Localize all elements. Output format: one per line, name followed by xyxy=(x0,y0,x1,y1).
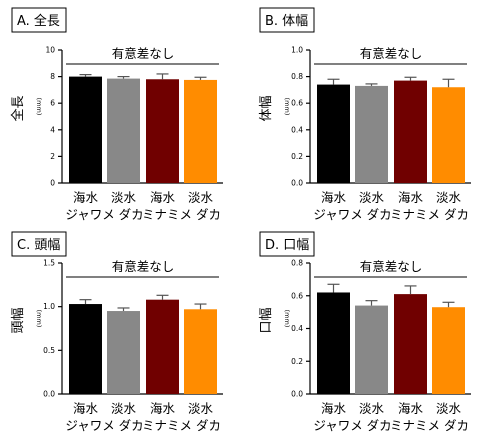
y-axis-title: 口幅 xyxy=(259,307,274,333)
panel-label: C. 頭幅 xyxy=(17,238,60,253)
panel-label-box xyxy=(11,231,67,257)
bar xyxy=(184,309,217,394)
y-tick-label: 0.6 xyxy=(291,291,303,300)
group-label-minami: ミナミメ ダカ xyxy=(390,418,469,433)
y-tick-label: 0.8 xyxy=(291,259,303,268)
y-tick-label: 8 xyxy=(50,72,55,81)
y-tick-label: 0.2 xyxy=(291,152,303,161)
significance-label: 有意差なし xyxy=(360,46,423,61)
x-tick-label: 淡水 xyxy=(111,401,137,416)
y-axis-unit: (mm) xyxy=(35,98,43,116)
x-tick-label: 淡水 xyxy=(436,401,462,416)
y-tick-label: 0.8 xyxy=(291,72,303,81)
y-axis-title: 全長 xyxy=(10,95,26,121)
x-tick-label: 海水 xyxy=(150,190,176,205)
bar xyxy=(146,299,179,394)
group-label-minami: ミナミメ ダカ xyxy=(142,418,221,433)
x-tick-label: 淡水 xyxy=(359,190,385,205)
bar xyxy=(107,78,140,183)
y-tick-label: 0.5 xyxy=(43,346,55,355)
y-tick-label: 0.6 xyxy=(291,99,303,108)
panel-label: A. 全長 xyxy=(17,13,60,29)
x-tick-label: 海水 xyxy=(398,401,424,416)
bar xyxy=(107,311,140,394)
y-tick-label: 2 xyxy=(50,152,55,161)
x-tick-label: 海水 xyxy=(321,190,347,205)
x-tick-label: 海水 xyxy=(398,190,424,205)
bar xyxy=(184,79,217,183)
bar xyxy=(317,84,350,183)
x-tick-label: 海水 xyxy=(73,190,99,205)
group-label-java: ジャワメ ダカ xyxy=(313,207,391,222)
group-label-java: ジャワメ ダカ xyxy=(65,207,143,222)
bar xyxy=(355,85,388,183)
y-tick-label: 0.2 xyxy=(291,357,303,366)
bar xyxy=(394,80,427,183)
group-label-minami: ミナミメ ダカ xyxy=(142,207,221,222)
y-tick-label: 0.4 xyxy=(291,324,303,333)
bar xyxy=(432,307,465,394)
y-tick-label: 0 xyxy=(50,179,55,188)
bar xyxy=(146,79,179,183)
x-tick-label: 淡水 xyxy=(111,190,137,205)
y-tick-label: 1.0 xyxy=(291,46,303,55)
bar xyxy=(355,305,388,394)
significance-label: 有意差なし xyxy=(112,259,175,274)
group-label-java: ジャワメ ダカ xyxy=(65,418,143,433)
panel-label: D. 口幅 xyxy=(265,238,309,253)
x-tick-label: 海水 xyxy=(321,401,347,416)
y-axis-title: 体幅 xyxy=(259,95,274,121)
group-label-java: ジャワメ ダカ xyxy=(313,418,391,433)
y-tick-label: 4 xyxy=(50,125,55,134)
y-tick-label: 1.0 xyxy=(43,302,55,311)
x-tick-label: 淡水 xyxy=(188,401,214,416)
group-label-minami: ミナミメ ダカ xyxy=(390,207,469,222)
y-tick-label: 0.0 xyxy=(43,390,55,399)
panel-label-box xyxy=(11,7,67,33)
y-tick-label: 0.4 xyxy=(291,125,303,134)
y-tick-label: 0.0 xyxy=(291,390,303,399)
x-tick-label: 淡水 xyxy=(436,190,462,205)
y-tick-label: 10 xyxy=(45,46,55,55)
y-tick-label: 1.5 xyxy=(43,259,55,268)
bar xyxy=(394,294,427,394)
x-tick-label: 海水 xyxy=(73,401,99,416)
y-tick-label: 6 xyxy=(50,99,55,108)
panel-label: B. 体幅 xyxy=(265,14,308,29)
y-axis-unit: (mm) xyxy=(283,98,291,116)
bar xyxy=(317,292,350,394)
x-tick-label: 淡水 xyxy=(359,401,385,416)
y-tick-label: 0.0 xyxy=(291,179,303,188)
bar xyxy=(432,87,465,183)
y-axis-unit: (mm) xyxy=(283,310,291,328)
bar xyxy=(69,76,102,183)
x-tick-label: 海水 xyxy=(150,401,176,416)
y-axis-title: 頭幅 xyxy=(11,307,26,333)
significance-label: 有意差なし xyxy=(112,46,175,61)
panel-label-box xyxy=(259,231,315,257)
bar xyxy=(69,304,102,394)
panel-label-box xyxy=(259,7,315,33)
y-axis-unit: (mm) xyxy=(35,310,43,328)
x-tick-label: 淡水 xyxy=(188,190,214,205)
significance-label: 有意差なし xyxy=(360,259,423,274)
